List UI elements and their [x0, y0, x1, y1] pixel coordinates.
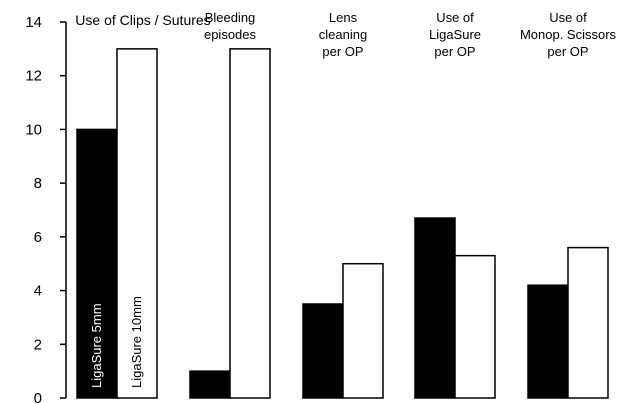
category-label-line: LigaSure: [429, 27, 481, 42]
category-label-line: Use of: [436, 10, 474, 25]
category-label-line: episodes: [204, 27, 257, 42]
category-label: Use of LigaSure per OP: [429, 10, 481, 59]
bar-ligasure-5mm: [189, 370, 231, 399]
category-label-line: cleaning: [319, 27, 367, 42]
y-tick-label: 0: [34, 390, 42, 403]
category-label-line: per OP: [322, 44, 363, 59]
y-tick-label: 8: [34, 175, 42, 192]
y-axis-ticks: 0 2 4 6 8 10 12 14: [25, 14, 66, 403]
series-label-ligasure-10mm: LigaSure 10mm: [129, 296, 144, 388]
category-label-line: Use of: [549, 10, 587, 25]
category-label: Bleeding episodes: [204, 10, 257, 42]
y-tick-label: 2: [34, 336, 42, 353]
bar-ligasure-5mm: [302, 303, 344, 399]
category-label: Use of Monop. Scissors per OP: [520, 10, 617, 59]
y-tick-label: 14: [25, 14, 42, 31]
bar-ligasure-10mm: [116, 48, 158, 399]
category-label: Lens cleaning per OP: [319, 10, 367, 59]
y-tick-label: 4: [34, 283, 42, 300]
bar-ligasure-5mm: [527, 284, 569, 399]
category-label-line: Bleeding: [205, 10, 256, 25]
category-label-line: per OP: [547, 44, 588, 59]
bar-ligasure-10mm: [454, 254, 496, 399]
category-label-line: Lens: [329, 10, 358, 25]
y-tick-label: 12: [25, 68, 42, 85]
category-label: Use of Clips / Sutures: [75, 12, 210, 28]
bar-ligasure-10mm: [342, 262, 384, 399]
category-label-line: Use of Clips / Sutures: [75, 12, 210, 28]
series-label-ligasure-5mm: LigaSure 5mm: [89, 303, 104, 388]
bar-ligasure-10mm: [229, 48, 271, 399]
category-label-line: Monop. Scissors: [520, 27, 617, 42]
y-tick-label: 6: [34, 229, 42, 246]
bars-group: LigaSure 5mm LigaSure 10mm: [76, 48, 609, 399]
bar-ligasure-5mm: [414, 217, 456, 399]
y-tick-label: 10: [25, 121, 42, 138]
bar-ligasure-10mm: [567, 246, 609, 399]
category-label-line: per OP: [434, 44, 475, 59]
